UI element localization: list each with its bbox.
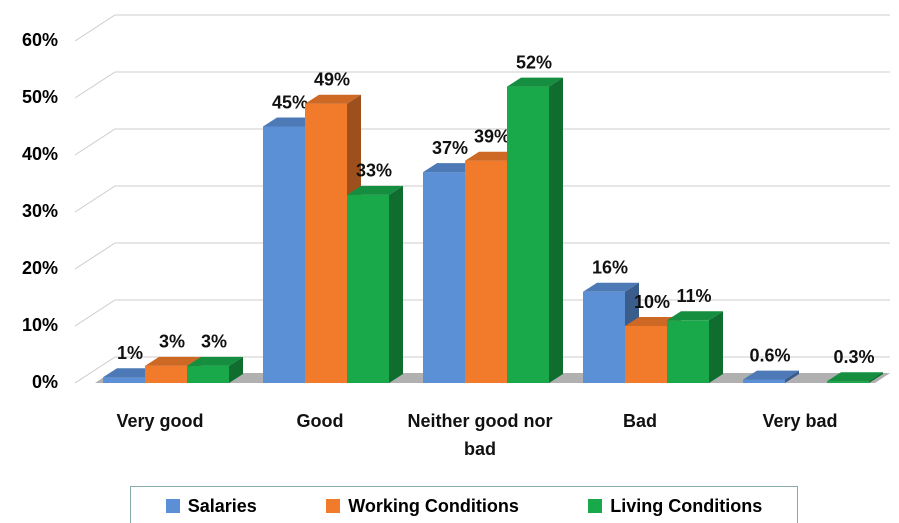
data-label: 10% bbox=[634, 292, 670, 312]
bar-front bbox=[465, 160, 507, 383]
bar-front bbox=[305, 103, 347, 383]
data-label: 0.6% bbox=[749, 345, 790, 365]
bar-front bbox=[667, 320, 709, 383]
data-label: 3% bbox=[159, 332, 185, 352]
bar-top bbox=[743, 370, 799, 380]
grid-line bbox=[74, 128, 890, 156]
grid-line bbox=[74, 14, 890, 42]
y-tick-label: 0% bbox=[32, 372, 58, 392]
bar-side bbox=[389, 185, 403, 383]
grid-line bbox=[74, 185, 890, 213]
bar bbox=[347, 185, 403, 383]
bar-front bbox=[263, 126, 305, 383]
x-tick-label: Bad bbox=[622, 411, 657, 431]
legend-swatch bbox=[165, 499, 180, 513]
bar bbox=[743, 370, 799, 383]
legend-label: Working Conditions bbox=[348, 495, 519, 516]
x-tick-label: Very good bbox=[116, 411, 204, 431]
bar-top bbox=[507, 77, 563, 87]
legend-label: Living Conditions bbox=[610, 495, 763, 516]
bar-front bbox=[145, 365, 187, 383]
bar bbox=[507, 77, 563, 383]
bar-front bbox=[187, 365, 229, 383]
y-tick-label: 40% bbox=[22, 144, 58, 164]
bar bbox=[187, 356, 243, 383]
data-label: 3% bbox=[201, 332, 227, 352]
data-label: 39% bbox=[474, 126, 510, 146]
bar-top bbox=[305, 94, 361, 104]
bar-front bbox=[507, 86, 549, 383]
grid-line bbox=[74, 242, 890, 270]
bar-side bbox=[549, 77, 563, 383]
bar-top bbox=[347, 185, 403, 195]
legend-label: Salaries bbox=[187, 495, 257, 516]
bar-front bbox=[103, 377, 145, 383]
bar-front bbox=[827, 381, 869, 383]
bar bbox=[305, 94, 361, 383]
bar-side bbox=[869, 372, 883, 383]
data-label: 52% bbox=[516, 52, 552, 72]
y-tick-label: 60% bbox=[22, 30, 58, 50]
data-label: 49% bbox=[314, 69, 350, 89]
bar-front bbox=[347, 194, 389, 383]
bar-top bbox=[827, 372, 883, 382]
bar-top bbox=[583, 282, 639, 292]
legend: Salaries Working Conditions Living Conditi… bbox=[130, 486, 798, 523]
bar-front bbox=[423, 172, 465, 383]
grid-line bbox=[74, 71, 890, 99]
bar-front bbox=[625, 326, 667, 383]
bar-top bbox=[667, 311, 723, 321]
bar bbox=[667, 311, 723, 383]
legend-item: Working Conditions bbox=[326, 496, 519, 517]
legend-swatch bbox=[326, 499, 341, 513]
bar-top bbox=[145, 356, 201, 366]
data-label: 16% bbox=[592, 258, 628, 278]
bar bbox=[827, 372, 883, 383]
x-tick-label: Very bad bbox=[762, 411, 838, 431]
bar-front bbox=[583, 291, 625, 383]
bar-top bbox=[187, 356, 243, 366]
legend-item: Salaries bbox=[165, 495, 257, 517]
y-tick-label: 10% bbox=[22, 315, 58, 335]
legend-swatch bbox=[588, 499, 603, 513]
data-label: 1% bbox=[117, 343, 143, 363]
legend-item: Living Conditions bbox=[588, 496, 762, 517]
y-tick-label: 30% bbox=[22, 201, 58, 221]
x-tick-label: Neither good nor bad bbox=[407, 411, 553, 459]
y-tick-label: 50% bbox=[22, 87, 58, 107]
bar-side bbox=[785, 370, 799, 383]
bar-front bbox=[743, 379, 785, 383]
data-label: 37% bbox=[432, 138, 468, 158]
y-tick-label: 20% bbox=[22, 258, 58, 278]
x-tick-label: Good bbox=[296, 411, 344, 431]
data-label: 11% bbox=[676, 286, 711, 306]
data-label: 45% bbox=[272, 92, 308, 112]
bar-side bbox=[229, 356, 243, 383]
data-label: 0.3% bbox=[833, 347, 874, 367]
data-label: 33% bbox=[356, 161, 392, 181]
bar-side bbox=[709, 311, 723, 383]
